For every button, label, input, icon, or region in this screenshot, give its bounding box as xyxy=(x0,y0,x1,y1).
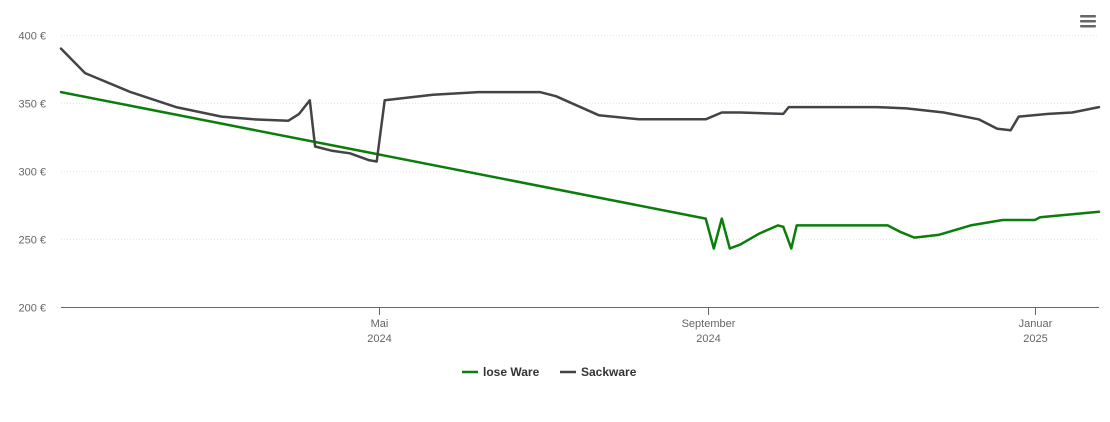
y-tick-label: 250 € xyxy=(18,235,46,247)
x-axis-ticks xyxy=(379,307,1036,315)
series-line-0 xyxy=(59,90,1101,250)
legend-label: Sackware xyxy=(581,365,637,379)
legend[interactable]: lose Ware Sackware xyxy=(462,365,637,379)
legend-item-0[interactable]: lose Ware xyxy=(462,365,540,379)
x-tick-sublabel: 2024 xyxy=(367,333,391,345)
x-tick-label: September xyxy=(682,318,736,330)
legend-item-1[interactable]: Sackware xyxy=(560,365,637,379)
y-tick-label: 200 € xyxy=(18,303,46,315)
x-tick-label: Mai xyxy=(371,318,389,330)
y-tick-label: 400 € xyxy=(18,31,46,43)
x-axis-labels: Mai 2024 September 2024 Januar 2025 xyxy=(367,318,1052,345)
y-axis-labels: 200 € 250 € 300 € 350 € 400 € xyxy=(18,31,46,315)
hamburger-menu-icon[interactable] xyxy=(1076,10,1100,32)
x-tick-sublabel: 2025 xyxy=(1023,333,1047,345)
y-tick-label: 300 € xyxy=(18,167,46,179)
series-lines xyxy=(59,47,1101,250)
legend-label: lose Ware xyxy=(483,365,540,379)
y-tick-label: 350 € xyxy=(18,99,46,111)
x-tick-sublabel: 2024 xyxy=(696,333,720,345)
x-tick-label: Januar xyxy=(1019,318,1053,330)
series-line-1 xyxy=(59,47,1101,163)
grid-lines xyxy=(61,35,1099,240)
